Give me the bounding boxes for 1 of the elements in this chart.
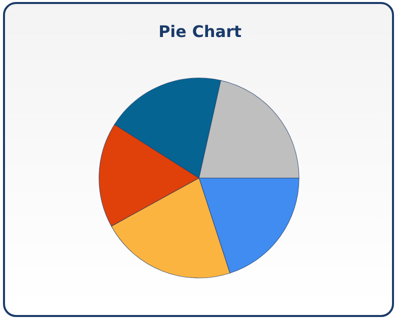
chart-title: Pie Chart: [158, 22, 242, 41]
